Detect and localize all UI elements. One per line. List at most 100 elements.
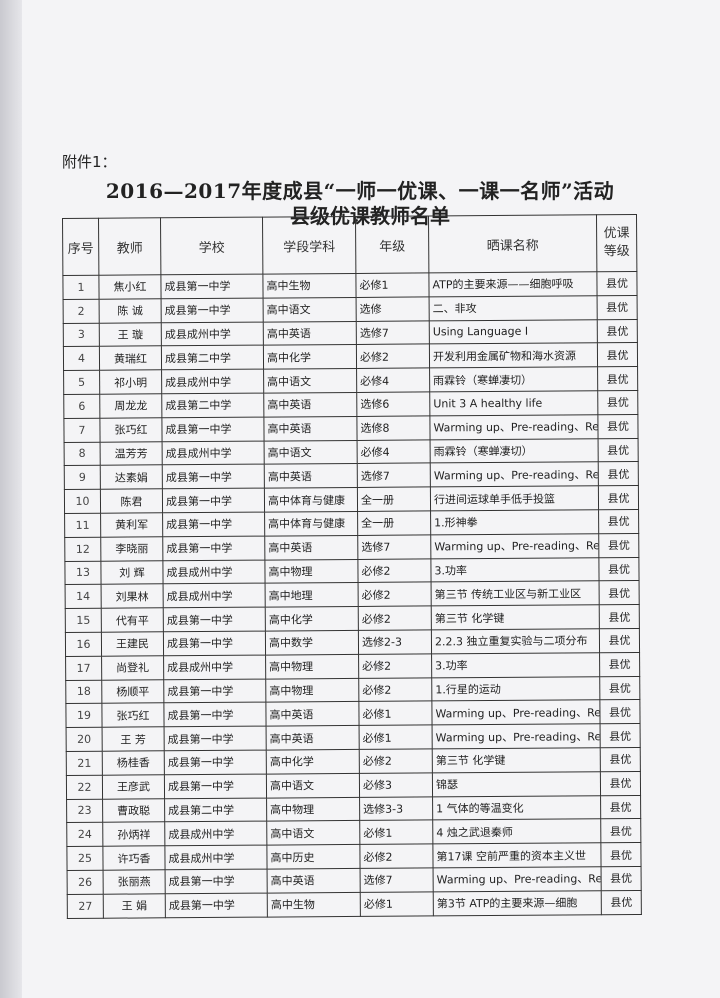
cell-lesson: 雨霖铃（寒蝉凄切） xyxy=(430,438,599,464)
cell-grade: 必修4 xyxy=(356,368,430,393)
cell-school: 成县第一中学 xyxy=(161,297,264,323)
cell-school: 成县第一中学 xyxy=(163,678,266,704)
cell-teacher: 尚登礼 xyxy=(101,655,164,680)
cell-subject: 高中语文 xyxy=(266,820,360,846)
col-header-lesson: 晒课名称 xyxy=(428,214,597,273)
cell-lesson: 第三节 传统工业区与新工业区 xyxy=(431,581,600,607)
cell-index: 16 xyxy=(65,632,102,657)
col-header-index: 序号 xyxy=(62,218,99,276)
cell-school: 成县第二中学 xyxy=(161,345,264,370)
cell-index: 5 xyxy=(63,370,100,395)
cell-rating: 县优 xyxy=(598,557,640,582)
cell-school: 成县第一中学 xyxy=(163,607,266,632)
cell-school: 成县第一中学 xyxy=(163,631,266,656)
cell-subject: 高中历史 xyxy=(266,844,361,870)
cell-lesson: Warming up、Pre-reading、Re xyxy=(433,866,602,892)
cell-subject: 高中语文 xyxy=(266,773,360,798)
cell-lesson: 1 气体的等温变化 xyxy=(432,795,601,821)
cell-teacher: 刘果林 xyxy=(101,584,164,609)
cell-teacher: 王 芳 xyxy=(102,726,165,752)
document-subtitle: 县级优课教师名单 xyxy=(290,204,450,228)
cell-rating: 县优 xyxy=(600,747,641,772)
cell-index: 22 xyxy=(66,774,103,800)
cell-rating: 县优 xyxy=(597,366,638,391)
cell-school: 成县第一中学 xyxy=(160,274,264,299)
cell-subject: 高中英语 xyxy=(263,392,357,417)
cell-lesson: ATP的主要来源——细胞呼吸 xyxy=(428,271,598,297)
cell-subject: 高中英语 xyxy=(263,416,358,441)
cell-teacher: 焦小红 xyxy=(98,274,162,300)
cell-school: 成县成州中学 xyxy=(161,369,264,394)
cell-subject: 高中物理 xyxy=(264,559,359,584)
cell-rating: 县优 xyxy=(599,676,640,701)
cell-teacher: 许巧香 xyxy=(102,845,166,871)
cell-teacher: 李晓丽 xyxy=(100,536,163,561)
cell-teacher: 张巧红 xyxy=(99,417,163,442)
cell-subject: 高中化学 xyxy=(266,749,360,774)
cell-grade: 必修1 xyxy=(359,820,433,845)
cell-rating: 县优 xyxy=(597,390,638,415)
cell-grade: 全一册 xyxy=(357,487,431,512)
cell-index: 19 xyxy=(65,703,103,728)
cell-subject: 高中英语 xyxy=(266,725,360,751)
cell-index: 1 xyxy=(62,275,100,300)
cell-index: 18 xyxy=(65,679,102,704)
cell-school: 成县成州中学 xyxy=(164,821,267,846)
page-binding-edge xyxy=(0,0,22,998)
cell-subject: 高中语文 xyxy=(264,440,358,465)
cell-school: 成县成州中学 xyxy=(162,440,265,466)
cell-rating: 县优 xyxy=(600,795,641,820)
cell-index: 17 xyxy=(65,655,102,681)
cell-school: 成县第二中学 xyxy=(161,393,264,418)
cell-lesson: Warming up、Pre-reading、Re xyxy=(431,700,601,726)
cell-lesson: Warming up、Pre-reading、Re xyxy=(432,723,601,749)
cell-teacher: 王彦武 xyxy=(102,774,165,799)
table-row: 27 王 娟成县第一中学 高中生物 必修1 第3节 ATP的主要来源—细胞 县优 xyxy=(67,890,642,918)
cell-lesson: 第17课 空前严重的资本主义世 xyxy=(432,842,602,868)
cell-teacher: 温芳芳 xyxy=(100,441,163,466)
cell-school: 成县第一中学 xyxy=(163,702,267,727)
cell-teacher: 王建民 xyxy=(101,631,164,656)
cell-subject: 高中英语 xyxy=(265,701,360,727)
cell-lesson: 3.功率 xyxy=(430,557,600,583)
cell-teacher: 陈 诚 xyxy=(99,298,162,323)
cell-index: 20 xyxy=(66,727,103,752)
cell-index: 24 xyxy=(66,822,103,847)
cell-index: 7 xyxy=(63,418,101,443)
cell-school: 成县第一中学 xyxy=(164,750,267,775)
cell-rating: 县优 xyxy=(601,890,642,915)
cell-lesson: 雨霖铃（寒蝉凄切） xyxy=(429,366,598,392)
cell-lesson: 第三节 化学键 xyxy=(432,747,601,773)
cell-lesson: 第3节 ATP的主要来源—细胞 xyxy=(433,890,602,916)
cell-subject: 高中体育与健康 xyxy=(264,511,358,536)
cell-subject: 高中物理 xyxy=(265,677,359,703)
cell-lesson: 行进间运球单手低手投篮 xyxy=(430,485,599,511)
cell-subject: 高中物理 xyxy=(266,796,360,822)
cell-lesson: Warming up、Pre-reading、Re xyxy=(430,533,599,559)
cell-grade: 必修1 xyxy=(360,891,434,916)
cell-grade: 必修2 xyxy=(359,844,434,869)
document-title: 2016—2017年度成县“一师一优课、一课一名师”活动 xyxy=(105,179,615,203)
cell-rating: 县优 xyxy=(598,461,639,486)
cell-teacher: 黄利军 xyxy=(100,512,163,538)
cell-rating: 县优 xyxy=(600,723,641,748)
cell-rating: 县优 xyxy=(598,509,639,534)
cell-subject: 高中数学 xyxy=(265,630,359,655)
col-header-rating: 优课等级 xyxy=(596,214,637,272)
cell-lesson: 1.形神拳 xyxy=(430,509,599,535)
cell-grade: 选修7 xyxy=(356,320,430,345)
cell-subject: 高中生物 xyxy=(262,273,357,298)
cell-grade: 选修7 xyxy=(360,867,434,893)
table-header-row: 序号 教师 学校 学段学科 年级 晒课名称 优课等级 xyxy=(62,214,637,276)
cell-teacher: 刘 辉 xyxy=(100,560,164,585)
cell-teacher: 曹政聪 xyxy=(102,798,165,823)
cell-lesson: Warming up、Pre-reading、Re xyxy=(430,462,599,488)
cell-index: 11 xyxy=(64,513,101,538)
cell-index: 21 xyxy=(66,751,103,776)
cell-teacher: 祁小明 xyxy=(99,369,162,395)
cell-grade: 选修7 xyxy=(357,463,431,488)
cell-index: 3 xyxy=(63,322,100,347)
cell-rating: 县优 xyxy=(600,818,641,843)
cell-subject: 高中生物 xyxy=(267,892,361,917)
cell-grade: 选修8 xyxy=(356,415,431,441)
